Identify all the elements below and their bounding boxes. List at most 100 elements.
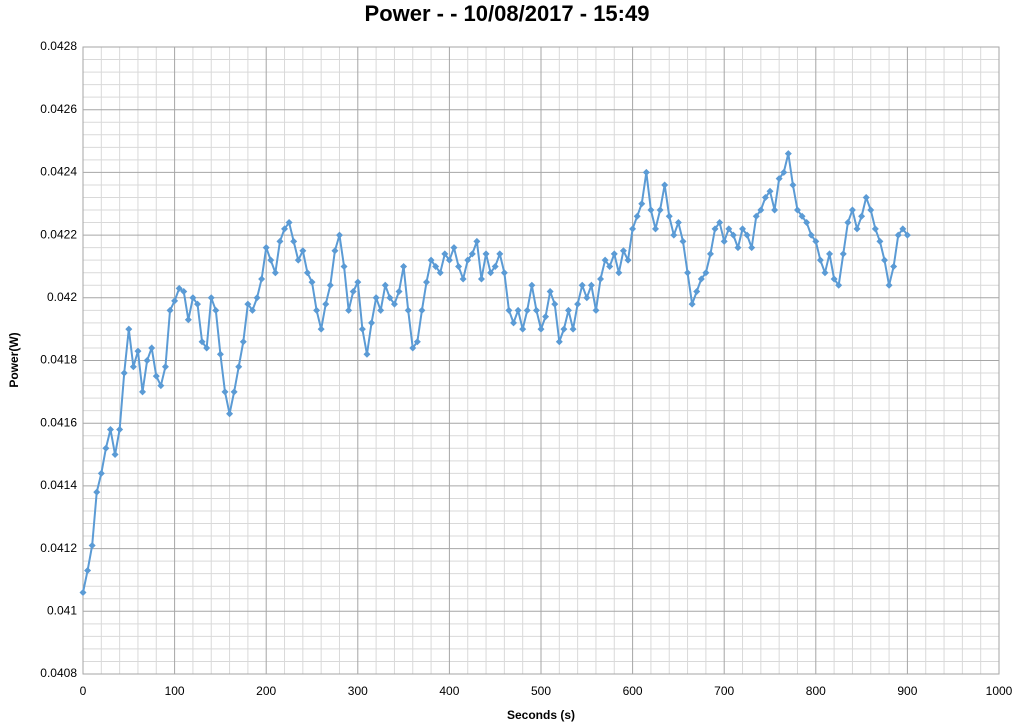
- data-point: [216, 350, 224, 358]
- data-point: [551, 300, 559, 308]
- data-point: [542, 313, 550, 321]
- data-point: [418, 306, 426, 314]
- data-point: [798, 212, 806, 220]
- data-point: [194, 300, 201, 308]
- data-point: [496, 250, 504, 258]
- data-point: [198, 338, 206, 346]
- data-point: [601, 256, 609, 264]
- y-tick-label: 0.0428: [40, 39, 77, 53]
- data-point: [592, 306, 600, 314]
- data-point: [858, 212, 866, 220]
- data-point: [679, 237, 687, 245]
- data-point: [317, 325, 325, 333]
- data-point: [881, 256, 888, 264]
- data-point: [638, 200, 646, 208]
- data-point: [537, 325, 545, 333]
- data-point: [739, 225, 747, 233]
- data-point: [326, 281, 334, 289]
- y-tick-label: 0.0426: [40, 102, 77, 116]
- data-point: [743, 231, 751, 239]
- data-point: [491, 262, 499, 270]
- data-point: [445, 256, 453, 264]
- data-point: [844, 219, 852, 227]
- data-point: [702, 269, 710, 277]
- data-point: [674, 219, 682, 227]
- data-point: [386, 294, 394, 302]
- data-point: [427, 256, 435, 264]
- data-point: [816, 256, 824, 264]
- data-point: [720, 237, 728, 245]
- data-point: [853, 225, 861, 233]
- data-point: [752, 212, 760, 220]
- data-point: [862, 193, 870, 201]
- data-point: [230, 388, 238, 396]
- data-point: [514, 306, 522, 314]
- x-tick-label: 300: [348, 684, 368, 698]
- data-point: [221, 388, 229, 396]
- data-point: [793, 206, 801, 214]
- data-point: [432, 262, 440, 270]
- data-point: [455, 262, 463, 270]
- data-point: [308, 278, 316, 286]
- data-point: [830, 275, 838, 283]
- data-point: [390, 300, 398, 308]
- data-point: [871, 225, 879, 233]
- y-tick-label: 0.0418: [40, 353, 77, 367]
- data-point: [487, 269, 495, 277]
- data-point: [693, 288, 701, 296]
- data-point: [848, 206, 856, 214]
- data-point: [207, 294, 215, 302]
- data-point: [363, 350, 371, 358]
- data-point: [299, 247, 307, 255]
- data-point: [528, 281, 536, 289]
- y-tick-label: 0.0424: [40, 165, 77, 179]
- data-point: [290, 237, 298, 245]
- data-point: [766, 187, 774, 195]
- x-tick-label: 1000: [986, 684, 1013, 698]
- data-point: [441, 250, 449, 258]
- data-point: [519, 325, 527, 333]
- data-point: [281, 225, 289, 233]
- data-point: [803, 219, 811, 227]
- data-point: [647, 206, 655, 214]
- data-point: [656, 206, 664, 214]
- data-point: [294, 256, 302, 264]
- data-point: [670, 231, 678, 239]
- data-point: [404, 306, 412, 314]
- data-point: [313, 306, 321, 314]
- data-point: [409, 344, 417, 352]
- x-tick-label: 500: [531, 684, 551, 698]
- x-tick-label: 800: [806, 684, 826, 698]
- data-point: [148, 344, 156, 352]
- data-point: [175, 284, 183, 292]
- data-point: [652, 225, 659, 233]
- data-point: [180, 288, 188, 296]
- y-tick-label: 0.042: [47, 290, 77, 304]
- data-point: [642, 168, 650, 176]
- data-point: [244, 300, 252, 308]
- data-point: [482, 250, 490, 258]
- data-point: [423, 278, 430, 286]
- data-point: [775, 175, 783, 183]
- data-point: [473, 237, 481, 245]
- data-point: [262, 244, 270, 252]
- data-point: [129, 363, 137, 371]
- data-point: [569, 325, 577, 333]
- data-point: [633, 212, 641, 220]
- data-point: [583, 294, 591, 302]
- data-point: [120, 369, 128, 377]
- data-point: [784, 150, 792, 158]
- data-point: [629, 225, 637, 233]
- data-point: [560, 325, 568, 333]
- data-point: [684, 269, 692, 277]
- data-point: [500, 269, 508, 277]
- data-point: [661, 181, 669, 189]
- data-point: [358, 325, 366, 333]
- data-point: [899, 225, 907, 233]
- data-point: [610, 250, 618, 258]
- data-point: [450, 244, 458, 252]
- data-point: [152, 372, 160, 380]
- data-point: [464, 256, 472, 264]
- data-point: [734, 244, 742, 252]
- data-point: [413, 338, 421, 346]
